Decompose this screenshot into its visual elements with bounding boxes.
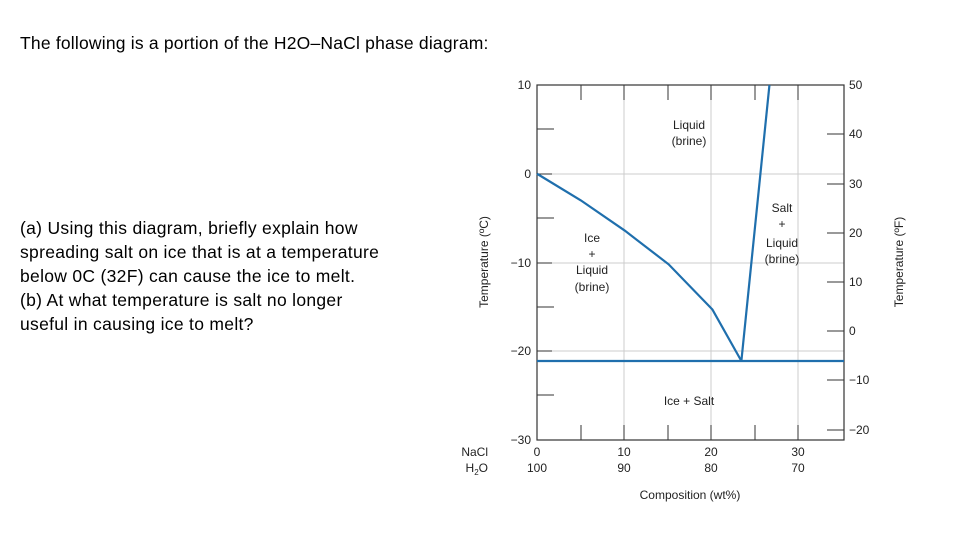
nacl-tick-label: 10 xyxy=(617,445,631,459)
tick-marks xyxy=(536,84,844,440)
question-b: (b) At what temperature is salt no longe… xyxy=(20,288,440,336)
grid-lines xyxy=(536,85,844,440)
right-tick-label: 50 xyxy=(849,78,863,92)
region-ice-liquid-label: Liquid xyxy=(576,263,608,277)
bottom-axis-title: Composition (wt%) xyxy=(640,488,741,502)
h2o-tick-label: 90 xyxy=(617,461,631,475)
question-a-line: (a) Using this diagram, briefly explain … xyxy=(20,218,358,238)
region-salt-liquid-label: + xyxy=(778,217,785,231)
region-ice-liquid-label: Ice xyxy=(584,231,600,245)
question-a: (a) Using this diagram, briefly explain … xyxy=(20,216,440,288)
h2o-row-label: H2O xyxy=(466,461,488,477)
left-tick-label: −30 xyxy=(511,433,532,447)
left-tick-label: −10 xyxy=(511,256,532,270)
slide-heading: The following is a portion of the H2O–Na… xyxy=(20,33,489,53)
h2o-tick-label: 100 xyxy=(527,461,547,475)
region-liquid-label: Liquid xyxy=(673,118,705,132)
h2o-tick-label: 80 xyxy=(704,461,718,475)
right-tick-label: 10 xyxy=(849,275,863,289)
left-tick-label: 0 xyxy=(524,167,531,181)
salt-liquidus-curve xyxy=(740,84,771,362)
question-b-line: (b) At what temperature is salt no longe… xyxy=(20,290,343,310)
region-salt-liquid-label: Salt xyxy=(772,201,793,215)
right-tick-label: −20 xyxy=(849,423,870,437)
question-a-line: spreading salt on ice that is at a tempe… xyxy=(20,242,380,262)
h2o-tick-label: 70 xyxy=(791,461,805,475)
right-tick-label: 20 xyxy=(849,226,863,240)
question-a-line: below 0C (32F) can cause the ice to melt… xyxy=(20,266,356,286)
region-ice-liquid-label: (brine) xyxy=(575,280,610,294)
left-tick-label: 10 xyxy=(518,78,532,92)
right-tick-label: −10 xyxy=(849,373,870,387)
nacl-tick-label: 30 xyxy=(791,445,805,459)
region-salt-liquid-label: (brine) xyxy=(765,252,800,266)
nacl-tick-label: 0 xyxy=(534,445,541,459)
region-salt-liquid-label: Liquid xyxy=(766,236,798,250)
left-axis-title: Temperature (ºC) xyxy=(477,216,491,308)
region-ice-salt-label: Ice + Salt xyxy=(664,394,715,408)
phase-diagram: 10 0 −10 −20 −30 50 40 30 20 10 0 −10 −2… xyxy=(461,78,906,502)
right-tick-label: 30 xyxy=(849,177,863,191)
region-liquid-label: (brine) xyxy=(672,134,707,148)
region-ice-liquid-label: + xyxy=(588,247,595,261)
right-axis-title: Temperature (ºF) xyxy=(892,217,906,307)
nacl-row-label: NaCl xyxy=(461,445,488,459)
left-tick-label: −20 xyxy=(511,344,532,358)
right-tick-label: 0 xyxy=(849,324,856,338)
ice-liquidus-curve xyxy=(536,172,743,362)
right-tick-label: 40 xyxy=(849,127,863,141)
question-b-line: useful in causing ice to melt? xyxy=(20,314,254,334)
phase-boundaries xyxy=(536,84,844,363)
nacl-tick-label: 20 xyxy=(704,445,718,459)
